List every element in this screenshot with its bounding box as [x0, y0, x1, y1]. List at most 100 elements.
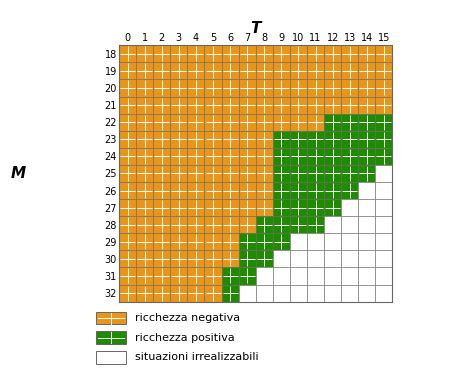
Bar: [256, 80, 273, 97]
Bar: [187, 45, 205, 62]
Text: ricchezza positiva: ricchezza positiva: [135, 333, 235, 343]
Bar: [239, 148, 256, 165]
Bar: [290, 80, 307, 97]
Bar: [307, 216, 324, 233]
Bar: [290, 62, 307, 80]
Bar: [290, 216, 307, 233]
Bar: [170, 45, 187, 62]
Bar: [324, 113, 341, 131]
Bar: [170, 148, 187, 165]
Bar: [341, 45, 359, 62]
Bar: [324, 97, 341, 113]
Bar: [307, 165, 324, 182]
Bar: [324, 45, 341, 62]
Bar: [153, 97, 170, 113]
Bar: [239, 267, 256, 285]
Bar: [290, 148, 307, 165]
Bar: [375, 165, 392, 182]
Bar: [136, 80, 153, 97]
Bar: [256, 285, 273, 302]
Text: situazioni irrealizzabili: situazioni irrealizzabili: [135, 352, 259, 362]
Bar: [136, 62, 153, 80]
Bar: [290, 182, 307, 199]
Bar: [239, 131, 256, 148]
Bar: [97, 331, 126, 344]
Bar: [375, 113, 392, 131]
Bar: [290, 165, 307, 182]
Bar: [170, 131, 187, 148]
Bar: [239, 165, 256, 182]
Bar: [375, 233, 392, 250]
Bar: [273, 182, 290, 199]
Bar: [119, 233, 136, 250]
Bar: [307, 233, 324, 250]
Bar: [359, 62, 375, 80]
Bar: [324, 216, 341, 233]
Bar: [119, 80, 136, 97]
Bar: [153, 45, 170, 62]
Bar: [341, 233, 359, 250]
Bar: [187, 113, 205, 131]
Bar: [290, 45, 307, 62]
Bar: [119, 285, 136, 302]
Bar: [153, 267, 170, 285]
Bar: [307, 113, 324, 131]
Bar: [153, 233, 170, 250]
Bar: [119, 199, 136, 216]
Bar: [119, 113, 136, 131]
Text: M: M: [11, 166, 26, 181]
Bar: [359, 233, 375, 250]
Bar: [256, 216, 273, 233]
Bar: [273, 97, 290, 113]
Bar: [239, 45, 256, 62]
Bar: [256, 45, 273, 62]
Bar: [324, 131, 341, 148]
Bar: [359, 131, 375, 148]
Bar: [119, 45, 136, 62]
Bar: [341, 250, 359, 267]
Bar: [136, 148, 153, 165]
Bar: [359, 80, 375, 97]
Bar: [375, 45, 392, 62]
Bar: [341, 285, 359, 302]
Bar: [341, 148, 359, 165]
Bar: [221, 216, 239, 233]
Bar: [324, 233, 341, 250]
Bar: [205, 250, 221, 267]
Bar: [324, 182, 341, 199]
Bar: [221, 250, 239, 267]
Bar: [324, 250, 341, 267]
Bar: [273, 148, 290, 165]
Bar: [136, 165, 153, 182]
Bar: [136, 233, 153, 250]
Bar: [375, 148, 392, 165]
Bar: [119, 250, 136, 267]
Bar: [324, 165, 341, 182]
Bar: [307, 62, 324, 80]
Bar: [97, 351, 126, 363]
Bar: [341, 62, 359, 80]
Bar: [256, 62, 273, 80]
Bar: [221, 97, 239, 113]
Bar: [170, 113, 187, 131]
Bar: [153, 199, 170, 216]
Bar: [205, 182, 221, 199]
Bar: [273, 165, 290, 182]
Bar: [375, 199, 392, 216]
Bar: [256, 165, 273, 182]
Bar: [307, 148, 324, 165]
Bar: [187, 233, 205, 250]
Bar: [239, 199, 256, 216]
Bar: [375, 62, 392, 80]
Bar: [221, 113, 239, 131]
Bar: [256, 148, 273, 165]
Bar: [359, 113, 375, 131]
Bar: [239, 233, 256, 250]
Bar: [119, 182, 136, 199]
Bar: [153, 216, 170, 233]
Bar: [221, 285, 239, 302]
Bar: [136, 250, 153, 267]
Bar: [324, 267, 341, 285]
Bar: [256, 182, 273, 199]
Bar: [97, 312, 126, 325]
